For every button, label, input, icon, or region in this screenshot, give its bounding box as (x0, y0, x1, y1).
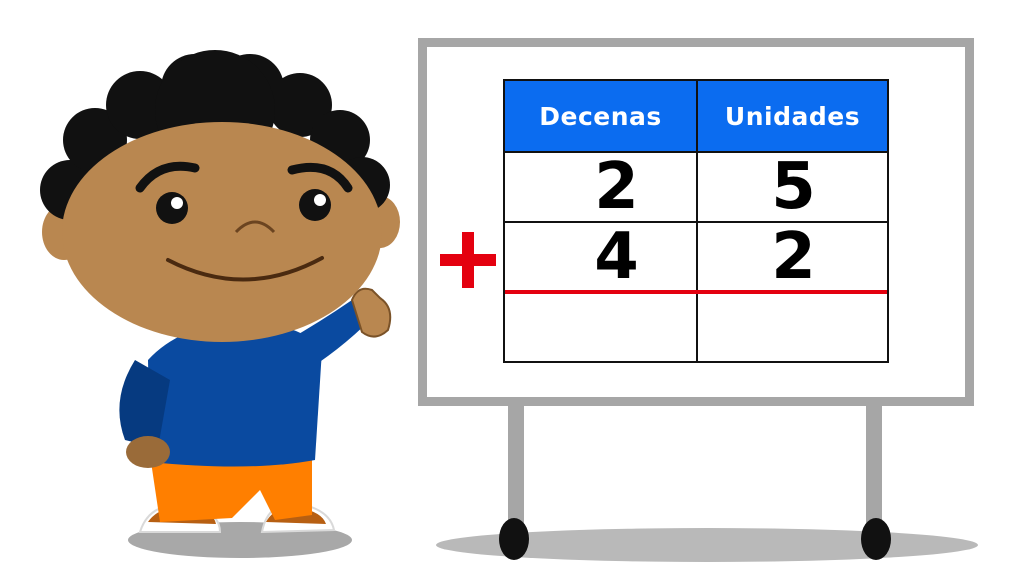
right-hand (350, 287, 392, 338)
row1-tens-digit: 2 (594, 150, 639, 224)
row-divider-2 (505, 221, 887, 223)
shirt (148, 322, 322, 467)
boy-character-illustration (40, 50, 400, 558)
row-divider-1 (505, 151, 887, 153)
right-eye (299, 189, 331, 221)
face (62, 122, 382, 342)
pants (150, 448, 312, 522)
sum-line (505, 290, 887, 294)
board-leg-left (508, 402, 524, 532)
result-units-cell (698, 294, 889, 361)
board-wheel-left (499, 518, 529, 560)
right-arm (285, 300, 370, 375)
plus-icon (440, 232, 496, 288)
right-eyebrow (287, 162, 353, 193)
header-units: Unidades (724, 101, 861, 131)
header-tens: Decenas (539, 101, 662, 131)
nose (234, 220, 276, 234)
place-value-table: Decenas Unidades 2 5 4 2 (503, 79, 889, 363)
smile (166, 256, 324, 282)
board-wheel-right (861, 518, 891, 560)
row2-tens-digit: 4 (594, 220, 639, 294)
left-eyebrow (135, 161, 200, 193)
row2-units-digit: 2 (771, 220, 816, 294)
left-hand (126, 436, 170, 468)
left-eye (156, 192, 188, 224)
left-arm (119, 360, 170, 448)
result-tens-cell (505, 294, 696, 361)
row1-units-digit: 5 (771, 150, 816, 224)
board-leg-right (866, 402, 882, 532)
